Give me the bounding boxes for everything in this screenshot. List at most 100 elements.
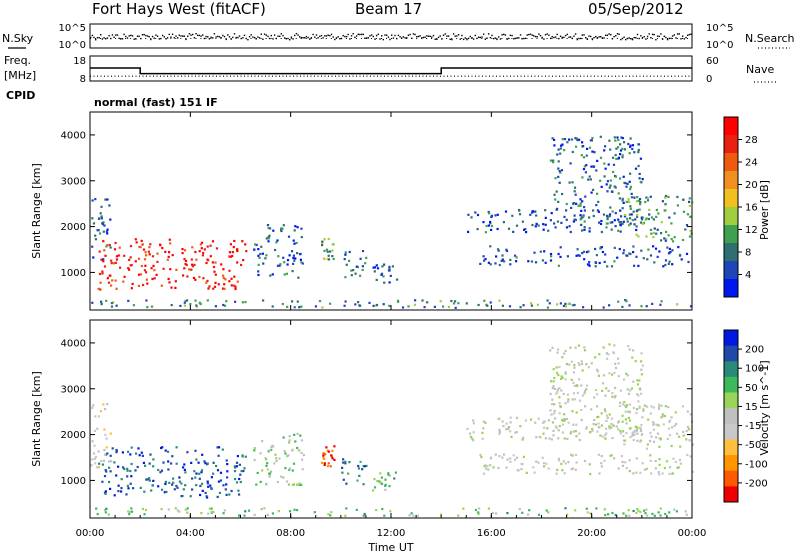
colorbar-swatch — [724, 243, 738, 262]
echo-cell — [240, 470, 243, 473]
echo-cell — [660, 300, 663, 303]
echo-cell — [668, 466, 672, 469]
echo-cell — [294, 440, 297, 443]
echo-cell — [515, 224, 519, 227]
echo-cell — [223, 304, 227, 307]
echo-cell — [615, 157, 618, 161]
echo-cell — [589, 178, 592, 181]
echo-cell — [209, 255, 212, 258]
echo-cell — [544, 216, 547, 219]
echo-cell — [644, 218, 647, 221]
echo-cell — [292, 254, 295, 257]
echo-cell — [652, 231, 655, 234]
echo-cell — [648, 213, 651, 216]
nsky-point — [526, 34, 528, 36]
echo-cell — [522, 436, 525, 439]
echo-cell — [454, 300, 457, 303]
echo-cell — [115, 474, 118, 477]
xtick-label: 16:00 — [477, 528, 506, 539]
nsearch-point — [295, 38, 297, 39]
echo-cell — [269, 274, 272, 277]
echo-cell — [242, 259, 245, 262]
echo-cell — [557, 175, 560, 178]
echo-cell — [329, 465, 332, 468]
echo-cell — [271, 444, 274, 447]
echo-cell — [681, 238, 685, 242]
echo-cell — [109, 470, 112, 473]
echo-cell — [586, 147, 589, 150]
echo-cell — [108, 274, 111, 277]
echo-cell — [298, 482, 301, 485]
echo-cell — [596, 430, 599, 433]
echo-cell — [104, 492, 107, 495]
echo-cell — [209, 484, 212, 487]
nsky-point — [242, 37, 244, 39]
echo-cell — [620, 215, 623, 218]
echo-cell — [107, 281, 111, 284]
nsky-point — [220, 37, 222, 39]
nsky-label: N.Sky — [2, 32, 34, 45]
echo-cell — [149, 243, 152, 246]
echo-cell — [631, 144, 635, 147]
echo-cell — [656, 432, 660, 435]
echo-cell — [525, 471, 528, 474]
nsky-point — [406, 37, 408, 39]
echo-cell — [314, 305, 317, 308]
nsky-point — [282, 34, 284, 37]
echo-cell — [503, 260, 506, 263]
echo-cell — [228, 255, 231, 258]
echo-cell — [104, 511, 107, 514]
echo-cell — [604, 410, 607, 413]
echo-cell — [169, 268, 172, 271]
echo-cell — [622, 201, 625, 204]
echo-cell — [627, 198, 630, 201]
echo-cell — [101, 480, 104, 483]
echo-cell — [231, 254, 234, 258]
echo-cell — [373, 478, 376, 481]
echo-cell — [629, 144, 632, 147]
echo-cell — [600, 465, 603, 468]
echo-cell — [602, 213, 606, 216]
echo-cell — [442, 305, 445, 308]
echo-cell — [621, 414, 624, 417]
echo-cell — [344, 276, 347, 279]
nsky-point — [225, 38, 227, 41]
echo-cell — [596, 370, 600, 373]
nsky-point — [257, 36, 259, 38]
echo-cell — [541, 259, 544, 262]
xtick-label: 20:00 — [577, 528, 606, 539]
echo-cell — [603, 260, 606, 263]
nsky-point — [511, 34, 513, 37]
echo-cell — [588, 463, 591, 466]
echo-cell — [206, 496, 209, 499]
echo-cell — [557, 374, 560, 377]
echo-cell — [325, 248, 329, 251]
nsky-point — [155, 34, 157, 36]
nsky-point — [651, 33, 654, 36]
echo-cell — [433, 305, 436, 308]
echo-cell — [484, 421, 487, 424]
nsky-point — [687, 34, 689, 36]
echo-cell — [665, 238, 668, 241]
echo-cell — [225, 493, 228, 496]
echo-cell — [625, 405, 628, 409]
echo-cell — [686, 453, 689, 456]
echo-cell — [518, 213, 522, 216]
nsearch-point — [375, 38, 377, 39]
echo-cell — [614, 154, 617, 157]
echo-cell — [323, 457, 326, 460]
echo-cell — [565, 226, 569, 229]
echo-cell — [383, 263, 386, 266]
nsky-point — [591, 38, 594, 41]
nsky-point — [121, 38, 124, 40]
echo-cell — [292, 462, 296, 465]
echo-cell — [383, 281, 386, 284]
nsearch-point — [210, 38, 212, 39]
echo-cell — [175, 484, 178, 488]
echo-cell — [452, 302, 456, 305]
echo-cell — [238, 463, 241, 466]
nsky-point — [187, 35, 189, 37]
echo-cell — [483, 465, 486, 468]
echo-cell — [625, 254, 628, 257]
